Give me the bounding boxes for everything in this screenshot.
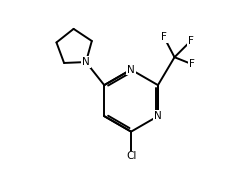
Text: Cl: Cl bbox=[126, 151, 136, 161]
Text: N: N bbox=[82, 57, 90, 67]
Text: F: F bbox=[187, 36, 193, 46]
Text: F: F bbox=[189, 59, 195, 69]
Text: F: F bbox=[161, 32, 167, 42]
Text: N: N bbox=[154, 111, 162, 121]
Text: N: N bbox=[127, 65, 135, 75]
